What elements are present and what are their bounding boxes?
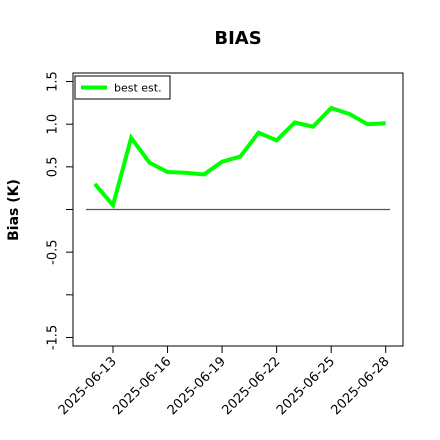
y-tick-label: -0.5: [46, 239, 61, 264]
y-axis: -1.5 -0.5 0.5 1.0 1.5: [46, 71, 73, 350]
y-tick-label: 0.5: [46, 157, 61, 178]
y-tick-label: -1.5: [46, 325, 61, 350]
legend: best est.: [74, 75, 171, 100]
legend-box: [74, 75, 171, 100]
legend-label: best est.: [114, 82, 162, 95]
y-tick-label: 1.5: [46, 71, 61, 92]
y-axis-label: Bias (K): [6, 179, 22, 241]
series-line-best-est: [93, 105, 386, 210]
chart-title: BIAS: [214, 28, 261, 49]
y-tick-label: 1.0: [46, 114, 61, 135]
